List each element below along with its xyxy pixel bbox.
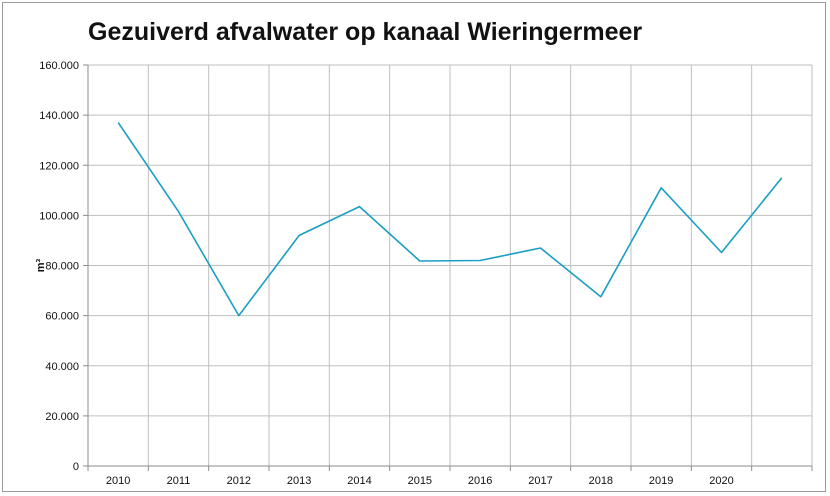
y-tick-label: 160.000: [39, 60, 79, 72]
x-tick-labels: 2010 2011 2012 2013 2014 2015 2016 2017 2018 2019…: [106, 475, 734, 487]
y-tick-label: 80.000: [45, 261, 79, 273]
x-tick-label: 2014: [347, 475, 371, 487]
y-axis-label: m³: [35, 258, 47, 272]
x-tick-label: 2017: [528, 475, 552, 487]
x-tick-label: 2013: [287, 475, 311, 487]
x-tick-label: 2020: [709, 475, 733, 487]
y-tick-label: 60.000: [45, 311, 79, 323]
x-tick-label: 2010: [106, 475, 130, 487]
y-tick-label: 120.000: [39, 160, 79, 172]
y-tick-labels: 0 20.000 40.000 60.000 80.000 100.000 120.000 1…: [39, 60, 79, 473]
y-tick-label: 100.000: [39, 210, 79, 222]
chart-title: Gezuiverd afvalwater op kanaal Wieringer…: [88, 18, 643, 46]
x-tick-label: 2019: [649, 475, 673, 487]
grid-lines: [88, 64, 813, 466]
y-tick-label: 20.000: [45, 411, 79, 423]
axes: [83, 64, 813, 471]
y-tick-label: 0: [73, 461, 79, 473]
x-tick-label: 2018: [589, 475, 613, 487]
y-tick-label: 140.000: [39, 110, 79, 122]
x-tick-label: 2016: [468, 475, 492, 487]
series-line: [117, 122, 783, 317]
x-tick-label: 2015: [408, 475, 432, 487]
series-layer: [117, 122, 783, 317]
x-tick-label: 2011: [167, 475, 191, 487]
x-tick-label: 2012: [227, 475, 251, 487]
y-tick-label: 40.000: [45, 361, 79, 373]
